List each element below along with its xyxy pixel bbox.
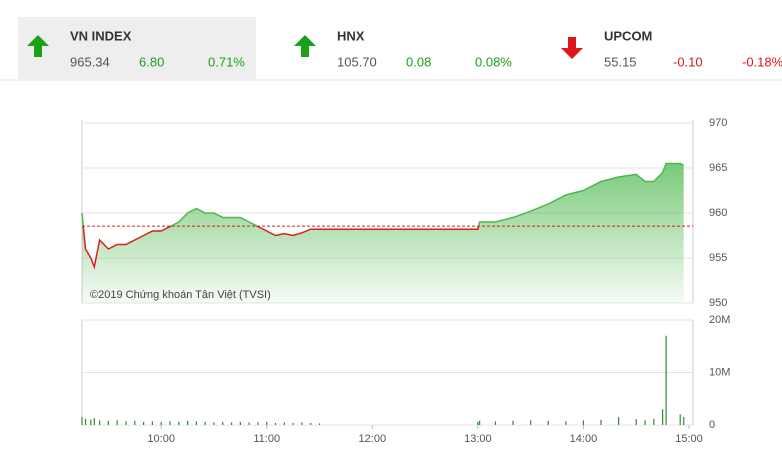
volume-bar bbox=[530, 420, 532, 425]
index-percent: 0.71% bbox=[208, 54, 245, 69]
volume-bar bbox=[665, 335, 667, 425]
x-tick-label: 15:00 bbox=[675, 433, 703, 445]
y-tick-label: 970 bbox=[709, 117, 727, 129]
x-tick-label: 10:00 bbox=[147, 433, 175, 445]
volume-bar bbox=[222, 421, 224, 425]
volume-bar bbox=[600, 419, 602, 425]
volume-bar bbox=[98, 420, 101, 425]
volume-bar bbox=[683, 417, 685, 425]
y-tick-label: 960 bbox=[709, 207, 727, 219]
volume-bar bbox=[582, 420, 585, 425]
volume-bar bbox=[169, 421, 171, 425]
index-name: HNX bbox=[337, 28, 365, 43]
volume-bar bbox=[257, 422, 259, 425]
index-value: 55.15 bbox=[604, 54, 637, 69]
index-name: VN INDEX bbox=[70, 28, 132, 43]
x-tick-label: 11:00 bbox=[253, 433, 280, 445]
index-change: 6.80 bbox=[139, 54, 164, 69]
volume-bar bbox=[512, 420, 514, 425]
volume-bar bbox=[565, 421, 567, 425]
index-percent: -0.18% bbox=[742, 54, 782, 69]
price-line bbox=[81, 162, 685, 270]
volume-bar bbox=[477, 421, 479, 425]
y-tick-label: 10M bbox=[709, 366, 730, 378]
index-name: UPCOM bbox=[604, 28, 652, 43]
volume-bar bbox=[107, 420, 109, 425]
volume-bar bbox=[213, 422, 215, 425]
x-tick-label: 13:00 bbox=[464, 433, 492, 445]
volume-bar bbox=[230, 422, 233, 425]
volume-bar bbox=[283, 422, 285, 425]
direction-arrow bbox=[561, 37, 583, 59]
index-value: 965.34 bbox=[70, 54, 110, 69]
volume-bar bbox=[479, 420, 481, 425]
price-area bbox=[82, 163, 684, 303]
y-tick-label: 955 bbox=[709, 252, 727, 264]
volume-bar bbox=[204, 421, 206, 425]
volume-bar bbox=[644, 420, 646, 425]
volume-bar bbox=[178, 421, 180, 425]
volume-bar bbox=[142, 421, 145, 425]
y-tick-label: 20M bbox=[709, 314, 730, 326]
index-percent: 0.08% bbox=[475, 54, 512, 69]
volume-bar bbox=[239, 421, 241, 425]
volume-bar bbox=[116, 420, 118, 425]
volume-bar bbox=[679, 414, 681, 425]
volume-bar bbox=[662, 409, 664, 425]
volume-bar bbox=[653, 418, 655, 425]
volume-bar bbox=[195, 421, 197, 425]
index-change: 0.08 bbox=[406, 54, 431, 69]
volume-bar bbox=[494, 421, 497, 425]
direction-arrow bbox=[294, 35, 316, 57]
index-change: -0.10 bbox=[673, 54, 703, 69]
volume-bar bbox=[151, 421, 153, 425]
y-tick-label: 965 bbox=[709, 162, 727, 174]
volume-bar bbox=[248, 422, 250, 425]
y-tick-label: 0 bbox=[709, 419, 715, 431]
volume-bar bbox=[90, 419, 92, 425]
volume-bar bbox=[266, 421, 268, 425]
volume-bar bbox=[292, 422, 294, 425]
volume-bar bbox=[125, 421, 127, 425]
volume-bar bbox=[84, 418, 87, 425]
volume-bar bbox=[134, 420, 136, 425]
volume-bar bbox=[547, 420, 549, 425]
x-tick-label: 12:00 bbox=[359, 433, 387, 445]
volume-bar bbox=[93, 418, 95, 425]
index-value: 105.70 bbox=[337, 54, 377, 69]
volume-bar bbox=[186, 420, 189, 425]
volume-bar bbox=[310, 422, 312, 425]
x-tick-label: 14:00 bbox=[570, 433, 598, 445]
copyright: ©2019 Chứng khoán Tân Việt (TVSI) bbox=[90, 289, 271, 301]
volume-bar bbox=[274, 422, 277, 425]
volume-bar bbox=[81, 417, 83, 425]
volume-bar bbox=[160, 421, 162, 425]
volume-bar bbox=[618, 417, 620, 425]
direction-arrow bbox=[27, 35, 49, 57]
selected-tab bbox=[18, 17, 256, 80]
volume-bar bbox=[318, 423, 321, 425]
y-tick-label: 950 bbox=[709, 297, 727, 309]
volume-bar bbox=[301, 422, 303, 425]
volume-bar bbox=[635, 419, 637, 425]
